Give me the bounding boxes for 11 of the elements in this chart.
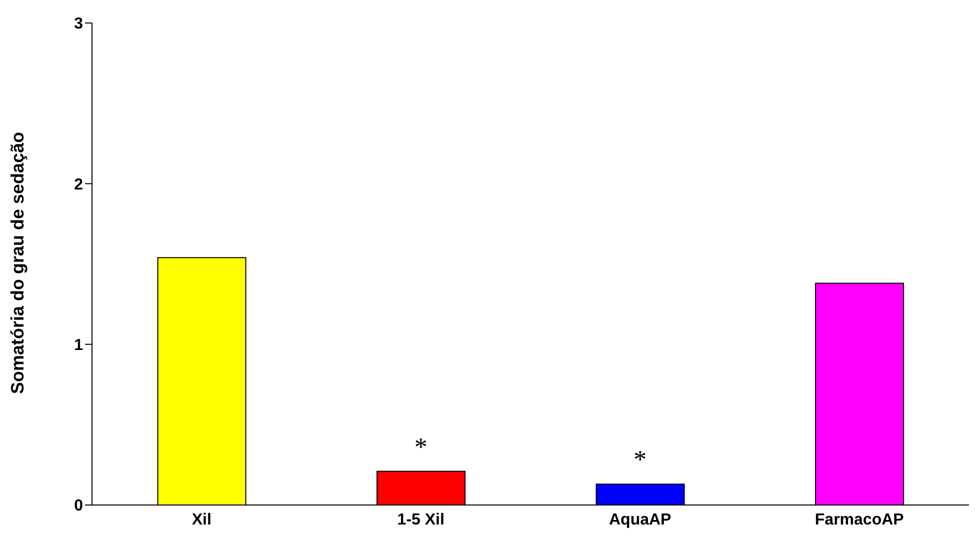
y-axis-title: Somatória do grau de sedação (7, 132, 28, 394)
x-tick-label: FarmacoAP (814, 511, 904, 528)
y-tick-label: 0 (74, 498, 84, 515)
y-tick-label: 1 (74, 337, 84, 354)
x-tick-label: 1-5 Xil (397, 511, 444, 528)
y-tick-label: 3 (74, 16, 84, 33)
annotation: * (634, 445, 647, 474)
x-tick-label: AquaAP (609, 511, 672, 528)
y-tick-label: 2 (74, 176, 84, 194)
annotation: * (414, 432, 428, 462)
x-tick-label: Xil (192, 511, 212, 528)
